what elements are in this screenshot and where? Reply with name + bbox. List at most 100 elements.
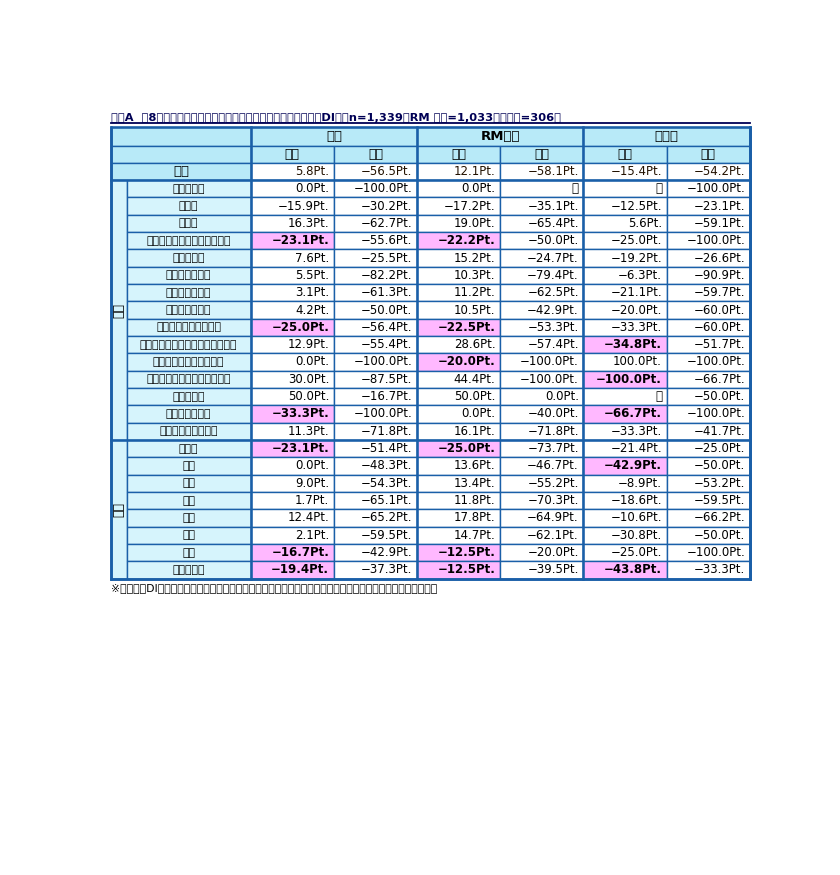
Bar xyxy=(417,458,501,474)
Text: −55.6Pt.: −55.6Pt. xyxy=(361,234,412,248)
Text: 地域: 地域 xyxy=(113,501,125,517)
Bar xyxy=(127,301,250,318)
Bar xyxy=(667,318,750,336)
Text: 19.0Pt.: 19.0Pt. xyxy=(454,217,496,230)
Text: −30.8Pt.: −30.8Pt. xyxy=(611,528,662,542)
Bar xyxy=(333,180,417,198)
Bar xyxy=(333,214,417,232)
Bar xyxy=(417,388,501,405)
Text: −37.3Pt.: −37.3Pt. xyxy=(361,564,412,577)
Text: 5.8Pt.: 5.8Pt. xyxy=(295,164,329,178)
Bar xyxy=(333,198,417,214)
Text: −87.5Pt.: −87.5Pt. xyxy=(361,373,412,386)
Bar xyxy=(333,284,417,301)
Text: −25.0Pt.: −25.0Pt. xyxy=(611,546,662,559)
Text: −50.0Pt.: −50.0Pt. xyxy=(694,459,745,472)
Text: −65.1Pt.: −65.1Pt. xyxy=(361,494,412,507)
Text: 100.0Pt.: 100.0Pt. xyxy=(613,355,662,368)
Text: 10.5Pt.: 10.5Pt. xyxy=(454,304,496,317)
Text: 16.1Pt.: 16.1Pt. xyxy=(454,424,496,438)
Bar xyxy=(667,458,750,474)
Text: 50.0Pt.: 50.0Pt. xyxy=(454,390,496,403)
Bar xyxy=(127,180,250,198)
Bar xyxy=(584,198,667,214)
Bar xyxy=(584,127,750,146)
Text: −33.3Pt.: −33.3Pt. xyxy=(271,408,329,421)
Text: −6.3Pt.: −6.3Pt. xyxy=(618,269,662,282)
Bar xyxy=(584,146,667,163)
Text: −42.9Pt.: −42.9Pt. xyxy=(528,304,579,317)
Bar xyxy=(250,301,333,318)
Bar xyxy=(127,423,250,440)
Text: −10.6Pt.: −10.6Pt. xyxy=(611,511,662,524)
Text: −100.0Pt.: −100.0Pt. xyxy=(354,408,412,421)
Bar xyxy=(127,198,250,214)
Text: −100.0Pt.: −100.0Pt. xyxy=(686,234,745,248)
Text: その他のサービス業: その他のサービス業 xyxy=(160,426,218,437)
Bar xyxy=(584,405,667,423)
Text: −40.0Pt.: −40.0Pt. xyxy=(528,408,579,421)
Text: −54.2Pt.: −54.2Pt. xyxy=(694,164,745,178)
Text: －: － xyxy=(572,182,579,195)
Bar xyxy=(250,458,333,474)
Bar xyxy=(250,284,333,301)
Text: −59.5Pt.: −59.5Pt. xyxy=(361,528,412,542)
Text: 全体: 全体 xyxy=(173,164,189,178)
Bar xyxy=(333,371,417,388)
Bar xyxy=(417,561,501,578)
Bar xyxy=(111,127,750,578)
Text: 関東: 関東 xyxy=(182,479,195,488)
Bar xyxy=(417,249,501,267)
Bar xyxy=(417,405,501,423)
Text: 30.0Pt.: 30.0Pt. xyxy=(288,373,329,386)
Bar xyxy=(333,388,417,405)
Bar xyxy=(333,509,417,527)
Bar xyxy=(127,232,250,249)
Bar xyxy=(667,232,750,249)
Bar xyxy=(417,267,501,284)
Text: −55.2Pt.: −55.2Pt. xyxy=(528,477,579,490)
Bar xyxy=(501,180,584,198)
Bar xyxy=(250,214,333,232)
Text: 近畿: 近畿 xyxy=(182,513,195,523)
Text: −12.5Pt.: −12.5Pt. xyxy=(438,564,496,577)
Text: −46.7Pt.: −46.7Pt. xyxy=(528,459,579,472)
Text: 11.8Pt.: 11.8Pt. xyxy=(454,494,496,507)
Text: 9.0Pt.: 9.0Pt. xyxy=(295,477,329,490)
Bar xyxy=(501,474,584,492)
Text: −48.3Pt.: −48.3Pt. xyxy=(361,459,412,472)
Text: 0.0Pt.: 0.0Pt. xyxy=(295,459,329,472)
Text: −8.9Pt.: −8.9Pt. xyxy=(618,477,662,490)
Bar xyxy=(667,492,750,509)
Bar xyxy=(127,527,250,544)
Bar xyxy=(333,458,417,474)
Bar xyxy=(250,527,333,544)
Text: −50.0Pt.: −50.0Pt. xyxy=(694,390,745,403)
Bar xyxy=(501,371,584,388)
Bar xyxy=(584,267,667,284)
Text: 四国: 四国 xyxy=(182,548,195,557)
Text: 0.0Pt.: 0.0Pt. xyxy=(545,390,579,403)
Bar xyxy=(501,388,584,405)
Bar xyxy=(501,423,584,440)
Text: −60.0Pt.: −60.0Pt. xyxy=(694,304,745,317)
Text: −100.0Pt.: −100.0Pt. xyxy=(686,546,745,559)
Text: −100.0Pt.: −100.0Pt. xyxy=(686,355,745,368)
Text: −60.0Pt.: −60.0Pt. xyxy=(694,321,745,334)
Text: −62.5Pt.: −62.5Pt. xyxy=(528,286,579,299)
Text: 運輸業、郵便業: 運輸業、郵便業 xyxy=(166,270,212,280)
Text: −24.7Pt.: −24.7Pt. xyxy=(528,251,579,264)
Text: －: － xyxy=(655,390,662,403)
Text: 宿泊業、飲食サービス業: 宿泊業、飲食サービス業 xyxy=(153,357,224,367)
Text: −12.5Pt.: −12.5Pt. xyxy=(611,200,662,213)
Bar xyxy=(127,561,250,578)
Text: −56.5Pt.: −56.5Pt. xyxy=(361,164,412,178)
Text: −43.8Pt.: −43.8Pt. xyxy=(604,564,662,577)
Text: 金融業、保険業: 金融業、保険業 xyxy=(166,305,212,315)
Text: 12.9Pt.: 12.9Pt. xyxy=(287,338,329,351)
Bar xyxy=(584,354,667,371)
Text: 0.0Pt.: 0.0Pt. xyxy=(462,408,496,421)
Text: 中部: 中部 xyxy=(182,495,195,506)
Text: −16.7Pt.: −16.7Pt. xyxy=(361,390,412,403)
Text: −18.6Pt.: −18.6Pt. xyxy=(611,494,662,507)
